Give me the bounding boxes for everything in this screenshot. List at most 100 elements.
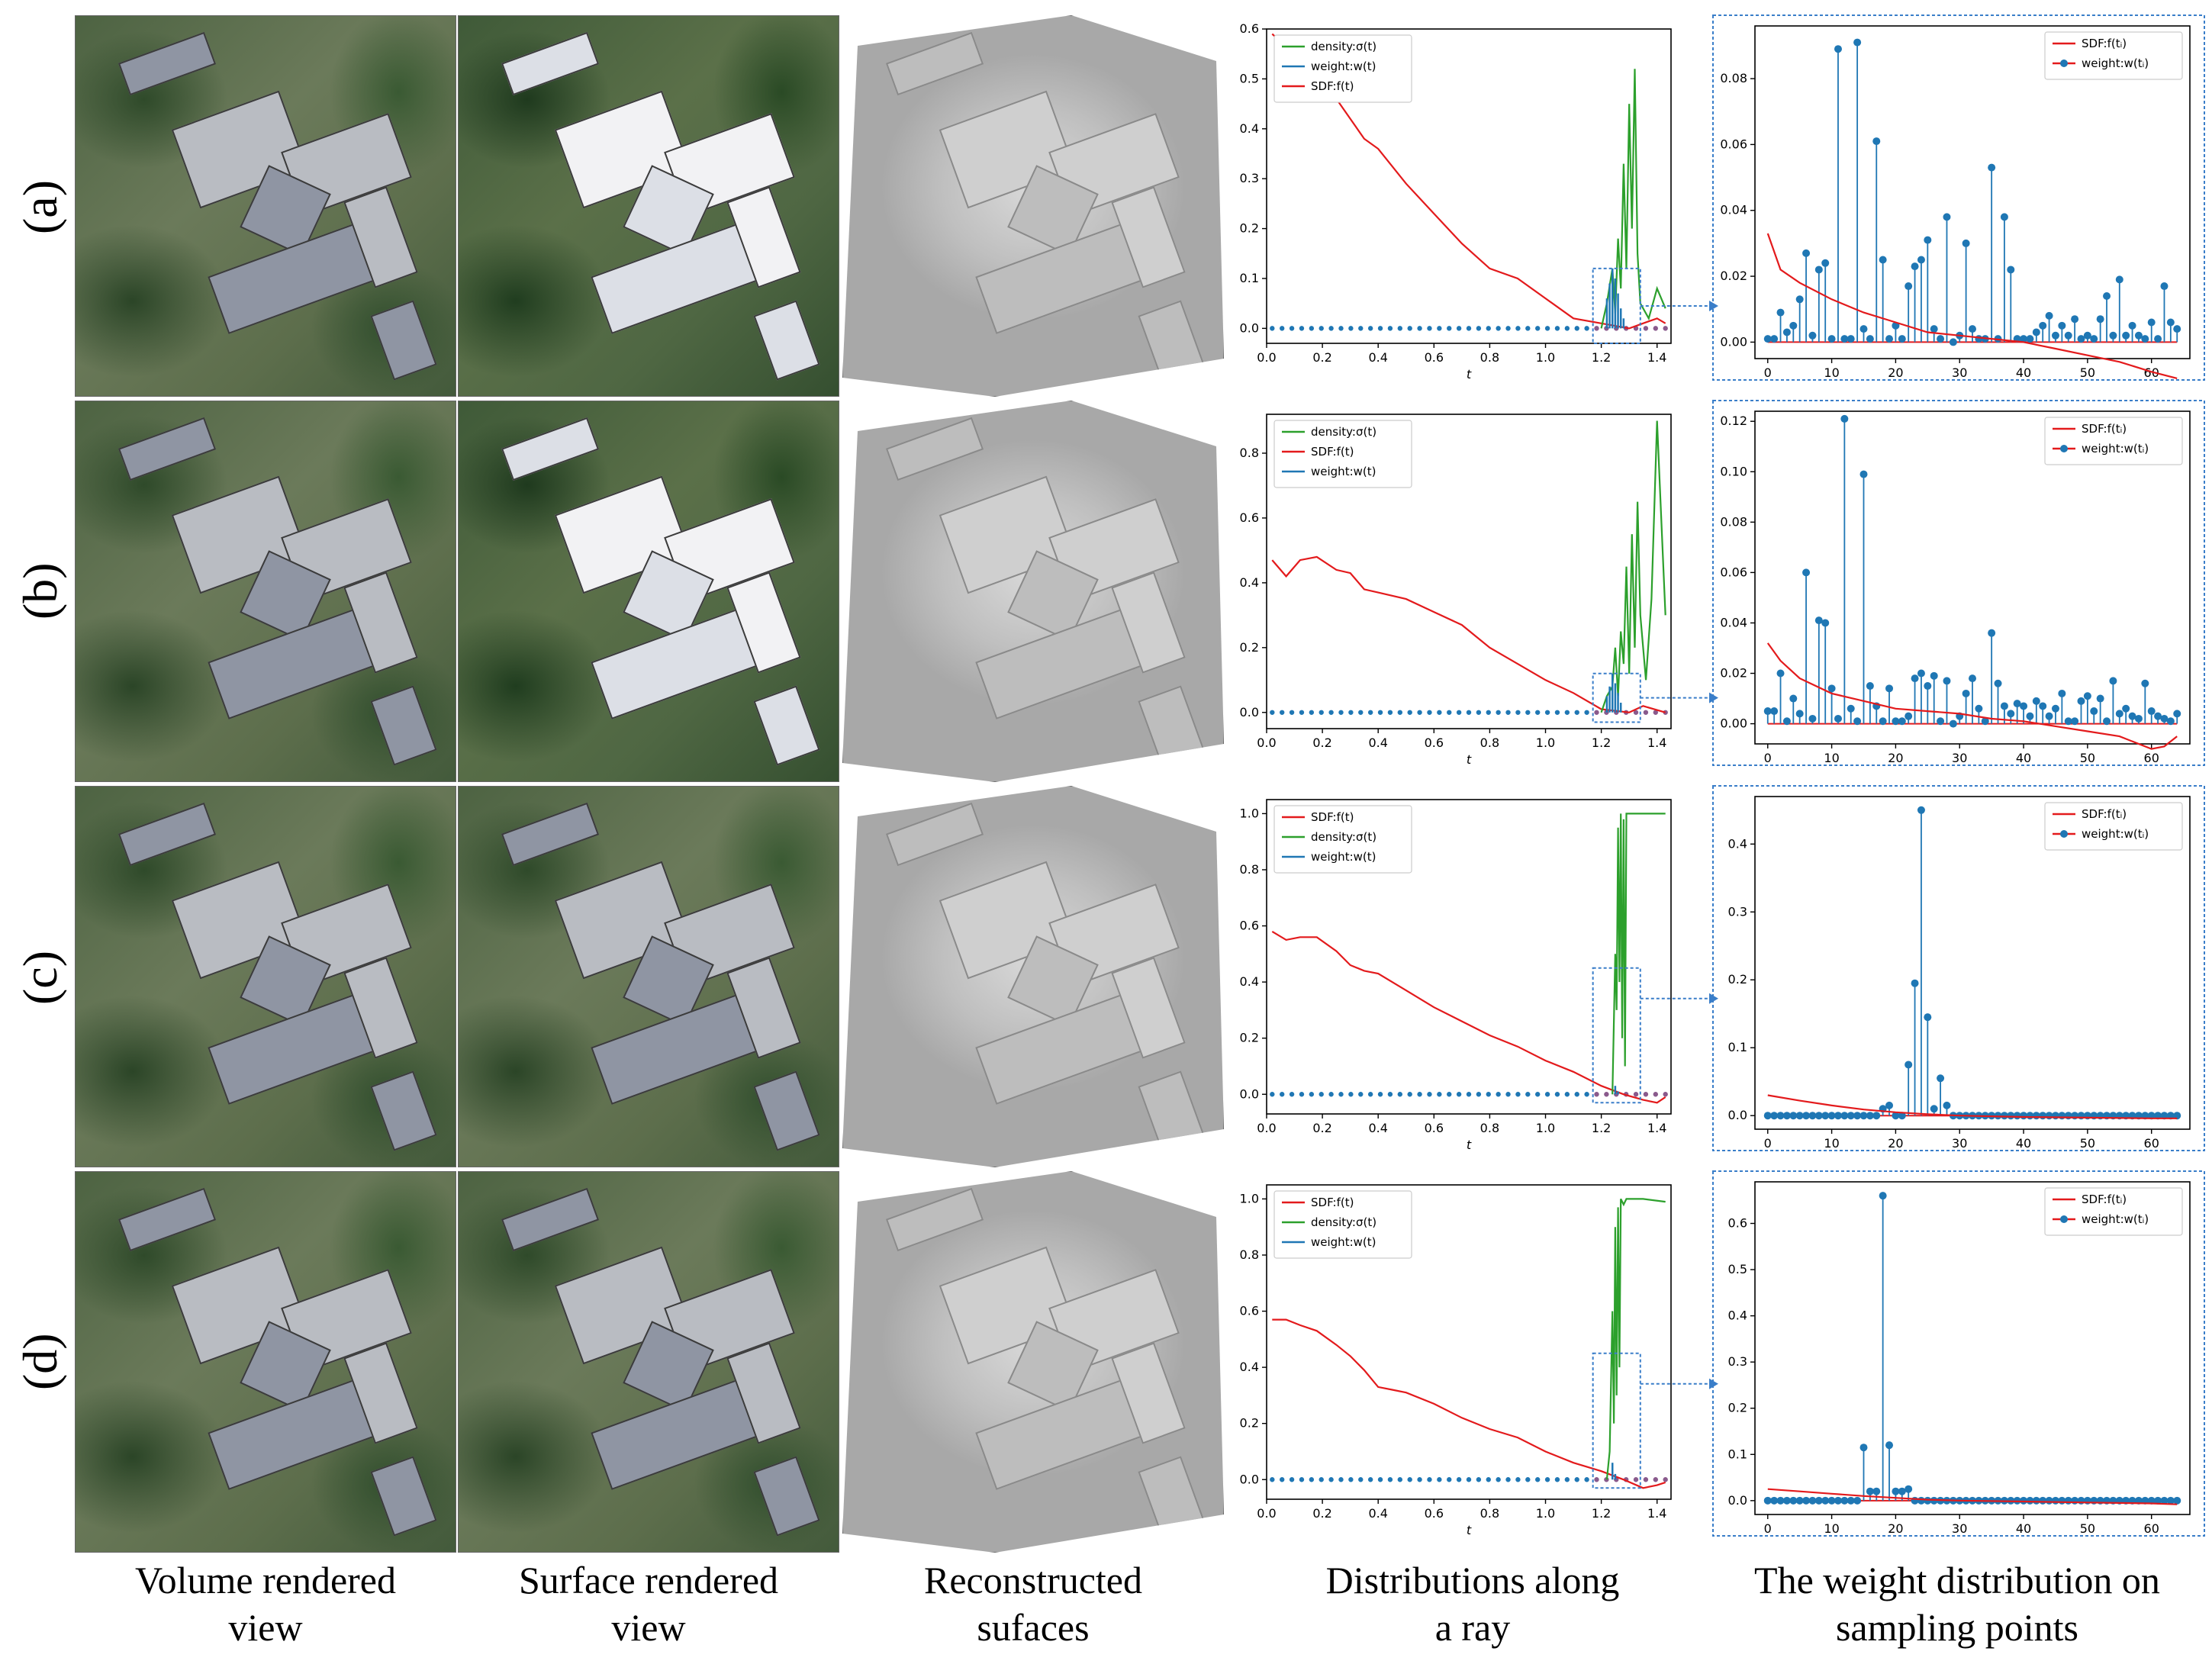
weight-marker <box>2051 704 2059 713</box>
weight-marker <box>1981 717 1989 726</box>
sample-point <box>1476 1477 1482 1482</box>
y-tick-label: 0.04 <box>1720 203 1747 217</box>
sample-point <box>1594 710 1599 715</box>
zoom-arrow <box>1709 1378 1718 1389</box>
y-tick-label: 0.2 <box>1728 972 1747 987</box>
sample-point <box>1486 326 1491 331</box>
x-tick-label: 10 <box>1824 365 1839 380</box>
surface-rendered-view-b <box>458 401 839 782</box>
sample-point <box>1397 1092 1403 1097</box>
sample-point <box>1377 710 1383 715</box>
legend-label: weight:w(tᵢ) <box>2082 827 2149 841</box>
weight-marker <box>1975 704 1983 713</box>
sample-point <box>1309 1477 1315 1482</box>
chart-c: 0.0 0.2 0.4 0.6 0.8 1.0 1.2 1.4 0.0 0.2 0.4 0.6 0.8 1… <box>1240 799 1718 1152</box>
sample-point <box>1417 1092 1422 1097</box>
sample-point <box>1515 1477 1521 1482</box>
y-tick-label: 0.6 <box>1240 21 1259 36</box>
volume-rendered-view-d <box>75 1171 456 1553</box>
weight-marker <box>2083 331 2091 340</box>
sample-point <box>1417 1477 1422 1482</box>
sdf-line <box>1767 1488 2178 1505</box>
y-tick-label: 0.02 <box>1720 269 1747 283</box>
x-tick-label: 60 <box>2144 365 2159 380</box>
sdf-line <box>1767 1094 2178 1119</box>
weight-marker <box>1795 1496 1804 1505</box>
y-tick-label: 0.8 <box>1240 446 1259 460</box>
x-tick-label: 0.4 <box>1368 1506 1387 1521</box>
legend-label: SDF:f(tᵢ) <box>2082 807 2127 821</box>
sample-point <box>1427 326 1432 331</box>
sample-point <box>1554 1092 1560 1097</box>
sample-point <box>1279 1477 1285 1482</box>
sample-point <box>1377 1092 1383 1097</box>
weight-marker <box>2090 335 2098 343</box>
weight-marker <box>2071 717 2079 726</box>
sample-point <box>1309 326 1315 331</box>
x-axis-label: t <box>1467 1523 1472 1537</box>
weight-marker <box>1763 335 1772 343</box>
weight-marker <box>1802 1496 1811 1505</box>
x-tick-label: 1.4 <box>1647 735 1666 750</box>
sample-point <box>1534 326 1541 331</box>
sample-point <box>1574 1092 1579 1097</box>
weight-marker <box>1847 1112 1855 1120</box>
sample-point <box>1534 710 1541 715</box>
sample-point <box>1564 1477 1570 1482</box>
sample-point <box>1544 326 1550 331</box>
weight-marker <box>2007 710 2015 718</box>
sample-point <box>1534 1477 1541 1482</box>
caption-weight-distribution: The weight distribution on sampling poin… <box>1709 1556 2205 1651</box>
weight-marker <box>2020 335 2028 343</box>
weight-marker <box>1949 338 1957 346</box>
weight-marker <box>2115 710 2123 718</box>
sample-point <box>1299 710 1305 715</box>
y-tick-label: 0.10 <box>1720 464 1747 478</box>
x-tick-label: 20 <box>1888 1136 1903 1151</box>
sample-point <box>1486 1092 1491 1097</box>
weight-marker <box>1930 325 1938 333</box>
sample-point <box>1417 710 1422 715</box>
legend: SDF:f(tᵢ) weight:w(tᵢ) <box>2044 417 2183 465</box>
y-tick-label: 0.0 <box>1240 1086 1259 1101</box>
density-line <box>1612 813 1666 1095</box>
surface-rendered-view-a <box>458 15 839 397</box>
weight-marker <box>2141 679 2149 687</box>
sample-point <box>1319 326 1324 331</box>
weight-marker <box>1827 1496 1836 1505</box>
weight-marker <box>1827 1112 1836 1120</box>
x-tick-label: 50 <box>2080 365 2095 380</box>
x-axis-label: t <box>1467 367 1472 381</box>
sample-point <box>1270 326 1275 331</box>
sample-point <box>1377 326 1383 331</box>
legend-marker <box>2060 60 2068 67</box>
caption-reconstructed-line2: sufaces <box>977 1606 1090 1649</box>
sample-point <box>1653 1092 1659 1097</box>
surface-rendered-view-c <box>458 786 839 1167</box>
sample-point <box>1604 1092 1609 1097</box>
weight-marker <box>1782 717 1791 726</box>
y-tick-label: 0.0 <box>1728 1108 1747 1122</box>
weight-marker <box>1770 1112 1779 1120</box>
weight-marker <box>1847 704 1855 713</box>
legend-label: weight:w(t) <box>1311 60 1376 73</box>
sample-point <box>1367 1477 1373 1482</box>
weight-marker <box>1789 1496 1798 1505</box>
plot-frame <box>1754 25 2191 359</box>
zoom-panel-frame <box>1712 1170 2205 1537</box>
legend-box <box>1273 1190 1412 1259</box>
sample-point <box>1633 710 1639 715</box>
weight-marker <box>1872 1112 1881 1120</box>
sample-point <box>1270 1477 1275 1482</box>
weight-marker <box>2122 704 2130 713</box>
x-tick-label: 0.0 <box>1257 350 1276 365</box>
weight-marker <box>1821 1112 1830 1120</box>
y-tick-label: 0.08 <box>1720 514 1747 529</box>
weight-marker <box>1853 717 1862 726</box>
weight-marker <box>2077 335 2085 343</box>
surface-rendered-view-d <box>458 1171 839 1553</box>
x-tick-label: 20 <box>1888 1521 1903 1536</box>
weight-marker <box>2090 707 2098 716</box>
volume-rendered-view-c <box>75 786 456 1167</box>
sample-point <box>1358 1092 1364 1097</box>
